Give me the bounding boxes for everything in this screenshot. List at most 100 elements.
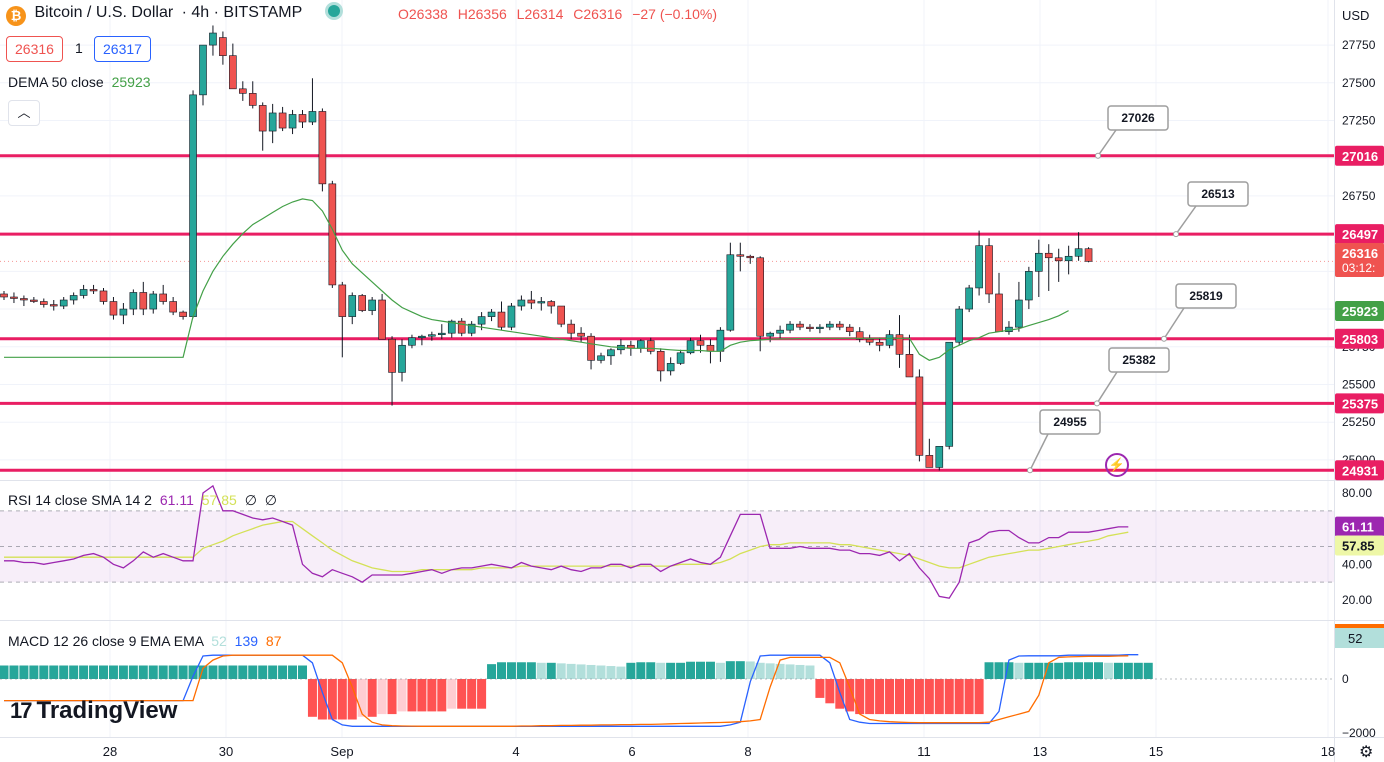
macd-histogram-bar	[49, 665, 59, 679]
macd-histogram-bar	[258, 665, 268, 679]
candle-down	[239, 88, 247, 94]
candle-up	[268, 112, 277, 132]
macd-histogram-bar	[59, 665, 69, 679]
candle-down	[925, 455, 934, 468]
rsi-line	[4, 484, 1129, 599]
macd-histogram-bar	[1084, 662, 1094, 679]
macd-histogram-bar	[447, 679, 457, 709]
macd-histogram-bar	[865, 679, 875, 715]
axis-labels: 2500025250255002575026000262502650026750…	[103, 38, 1384, 759]
candle-up	[1025, 271, 1033, 301]
level-price-label: 25803	[1342, 332, 1378, 347]
candle-down	[905, 354, 914, 378]
y-tick-label: 27500	[1342, 76, 1376, 90]
rsi-legend-value: 61.11	[159, 492, 194, 508]
candle-down	[278, 112, 287, 129]
rsi-y-tick-label: 40.00	[1342, 557, 1372, 571]
candle-down	[746, 255, 755, 259]
close-value: C26316	[573, 6, 623, 22]
callout-anchor	[1095, 152, 1101, 159]
candle-up	[507, 305, 516, 328]
macd-histogram-bar	[467, 679, 477, 709]
candle-up	[398, 344, 406, 373]
macd-histogram-bar	[725, 661, 735, 679]
macd-y-tick-label: 0	[1342, 672, 1349, 686]
macd-histogram-bar	[775, 663, 785, 679]
interval-exchange: · 4h · BITSTAMP	[181, 4, 302, 21]
settings-gear-icon[interactable]: ⚙	[1359, 744, 1374, 761]
macd-histogram-bar	[556, 663, 566, 679]
x-tick-label: 8	[744, 744, 751, 759]
macd-histogram-bar	[1103, 662, 1113, 679]
macd-histogram-bar	[914, 679, 924, 715]
candle-down	[358, 295, 367, 311]
macd-histogram-bar	[516, 662, 526, 679]
y-tick-label: 26750	[1342, 189, 1376, 203]
candle-up	[1074, 248, 1083, 257]
macd-histogram-bar	[497, 662, 506, 679]
buy-price-button[interactable]: 26317	[94, 36, 151, 62]
macd-histogram-bar	[566, 663, 576, 679]
rsi-legend-extra-2: ∅	[264, 492, 277, 508]
candle-up	[537, 301, 546, 304]
currency-label[interactable]: USD	[1342, 8, 1370, 23]
callout-label: 25382	[1122, 353, 1156, 367]
symbol-title: Bitcoin / U.S. Dollar	[34, 4, 174, 21]
open-value: O26338	[398, 6, 448, 22]
candle-up	[686, 340, 695, 354]
callout-box	[1175, 283, 1237, 309]
candle-down	[388, 338, 396, 373]
macd-histogram-bar	[735, 661, 745, 679]
macd-histogram-bar	[646, 662, 656, 679]
macd-histogram-bar	[268, 665, 278, 679]
macd-histogram-bar	[218, 665, 228, 679]
macd-histogram-bar	[178, 665, 188, 679]
callout-anchor	[1173, 231, 1179, 238]
dema-line	[4, 198, 1069, 361]
collapse-legend-button[interactable]: ︿	[8, 100, 40, 126]
candle-down	[696, 340, 705, 346]
macd-histogram-bar	[347, 679, 357, 720]
macd-histogram-bar	[198, 665, 208, 679]
level-price-label: 27016	[1342, 149, 1378, 164]
tradingview-logo[interactable]: 17 TradingView	[10, 697, 177, 725]
rsi-legend[interactable]: RSI 14 close SMA 14 2 61.11 57.85 ∅ ∅	[8, 492, 277, 509]
price-pane[interactable]: 27026 26513 25819 25382 24955	[0, 25, 1334, 474]
macd-histogram-bar	[506, 662, 516, 679]
macd-histogram-bar	[288, 665, 298, 679]
macd-histogram-bar	[526, 662, 536, 679]
macd-histogram-bar	[1143, 662, 1153, 679]
candle-down	[49, 304, 58, 307]
macd-pane[interactable]	[0, 654, 1153, 727]
callout-anchor	[1161, 335, 1167, 342]
callout-connector	[1097, 129, 1117, 157]
macd-histogram-bar	[1024, 662, 1034, 679]
macd-histogram-bar	[1054, 662, 1064, 679]
dema-legend[interactable]: DEMA 50 close 25923	[8, 74, 151, 90]
macd-histogram-bar	[327, 679, 337, 720]
macd-histogram-bar	[477, 679, 487, 709]
candle-up	[826, 323, 834, 328]
x-tick-label: 13	[1033, 744, 1047, 759]
macd-histogram-bar	[29, 665, 39, 679]
candle-up	[816, 326, 824, 329]
dema-legend-value: 25923	[111, 74, 151, 90]
alert-lightning-icon[interactable]: ⚡	[1105, 453, 1129, 477]
macd-histogram-bar	[108, 665, 118, 679]
macd-histogram-bar	[79, 665, 89, 679]
callout-connector	[1029, 433, 1049, 471]
candle-down	[806, 326, 814, 329]
macd-legend[interactable]: MACD 12 26 close 9 EMA EMA 52 139 87	[8, 633, 282, 649]
candle-down	[865, 338, 874, 343]
macd-histogram-bar	[1133, 662, 1143, 679]
sell-price-button[interactable]: 26316	[6, 36, 63, 62]
candle-up	[726, 254, 735, 331]
rsi-pane[interactable]	[0, 484, 1334, 599]
macd-histogram-bar	[715, 662, 725, 679]
symbol-header[interactable]: ₿ Bitcoin / U.S. Dollar · 4h · BITSTAMP	[6, 4, 341, 26]
macd-histogram-bar	[298, 665, 307, 679]
y-tick-label: 27750	[1342, 38, 1376, 52]
macd-histogram-bar	[0, 665, 9, 679]
macd-histogram-bar	[1064, 662, 1074, 679]
